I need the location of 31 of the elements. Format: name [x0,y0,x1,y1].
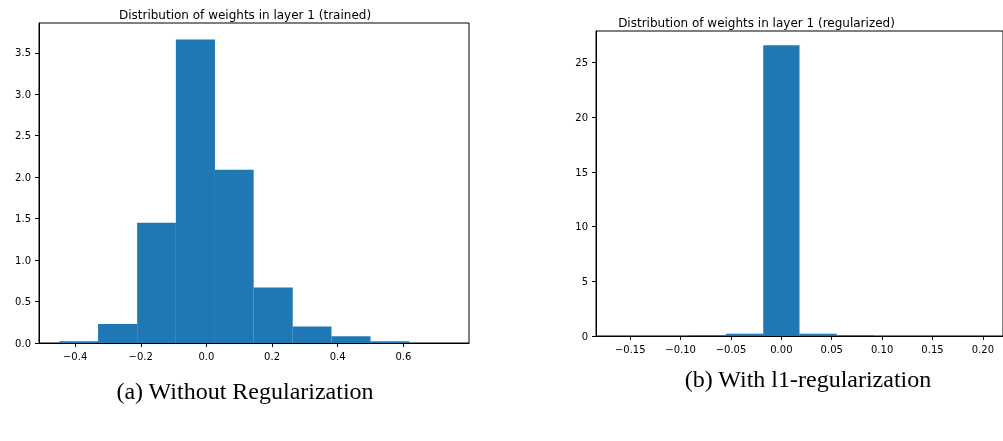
x-tick-label: −0.2 [128,350,153,362]
y-tick-label: 1.0 [15,254,31,266]
x-tick-label: 0.15 [921,343,944,355]
x-tick-label: −0.15 [614,343,646,355]
text: (b) With l1-regularization [684,366,932,393]
y-tick-label: 0.5 [15,296,31,308]
x-tick-label: 0.05 [820,343,843,355]
y-tick-label: 15 [575,166,588,178]
y-tick-label: 25 [575,57,588,69]
x-tick-label: −0.4 [62,350,88,362]
y-tick-label: 3.0 [15,88,31,100]
x-tick-label: 0.4 [329,350,346,362]
y-tick-label: 10 [575,221,588,233]
y-tick-label: 1.5 [15,213,31,225]
x-tick-label: 0.2 [264,350,281,362]
x-tick-label: 0.6 [395,350,412,362]
x-tick-label: −0.10 [665,343,696,355]
x-tick-label: −0.05 [715,343,747,355]
x-tick-label: 0.0 [198,350,215,362]
y-tick-label: 2.5 [15,130,31,142]
y-tick-label: 3.5 [15,47,31,59]
y-tick-label: 5 [581,275,588,287]
y-tick-label: 20 [575,111,588,123]
chart-title: Distribution of weights in layer 1 (regularized) [618,16,895,30]
x-tick-label: 0.00 [770,343,793,355]
x-tick-label: 0.10 [870,343,894,355]
chart-title: Distribution of weights in layer 1 (trained) [118,8,372,22]
text: (a) Without Regularization [116,378,374,405]
x-tick-label: 0.20 [971,343,994,355]
y-tick-label: 0 [581,330,588,342]
y-tick-label: 2.0 [15,171,31,183]
